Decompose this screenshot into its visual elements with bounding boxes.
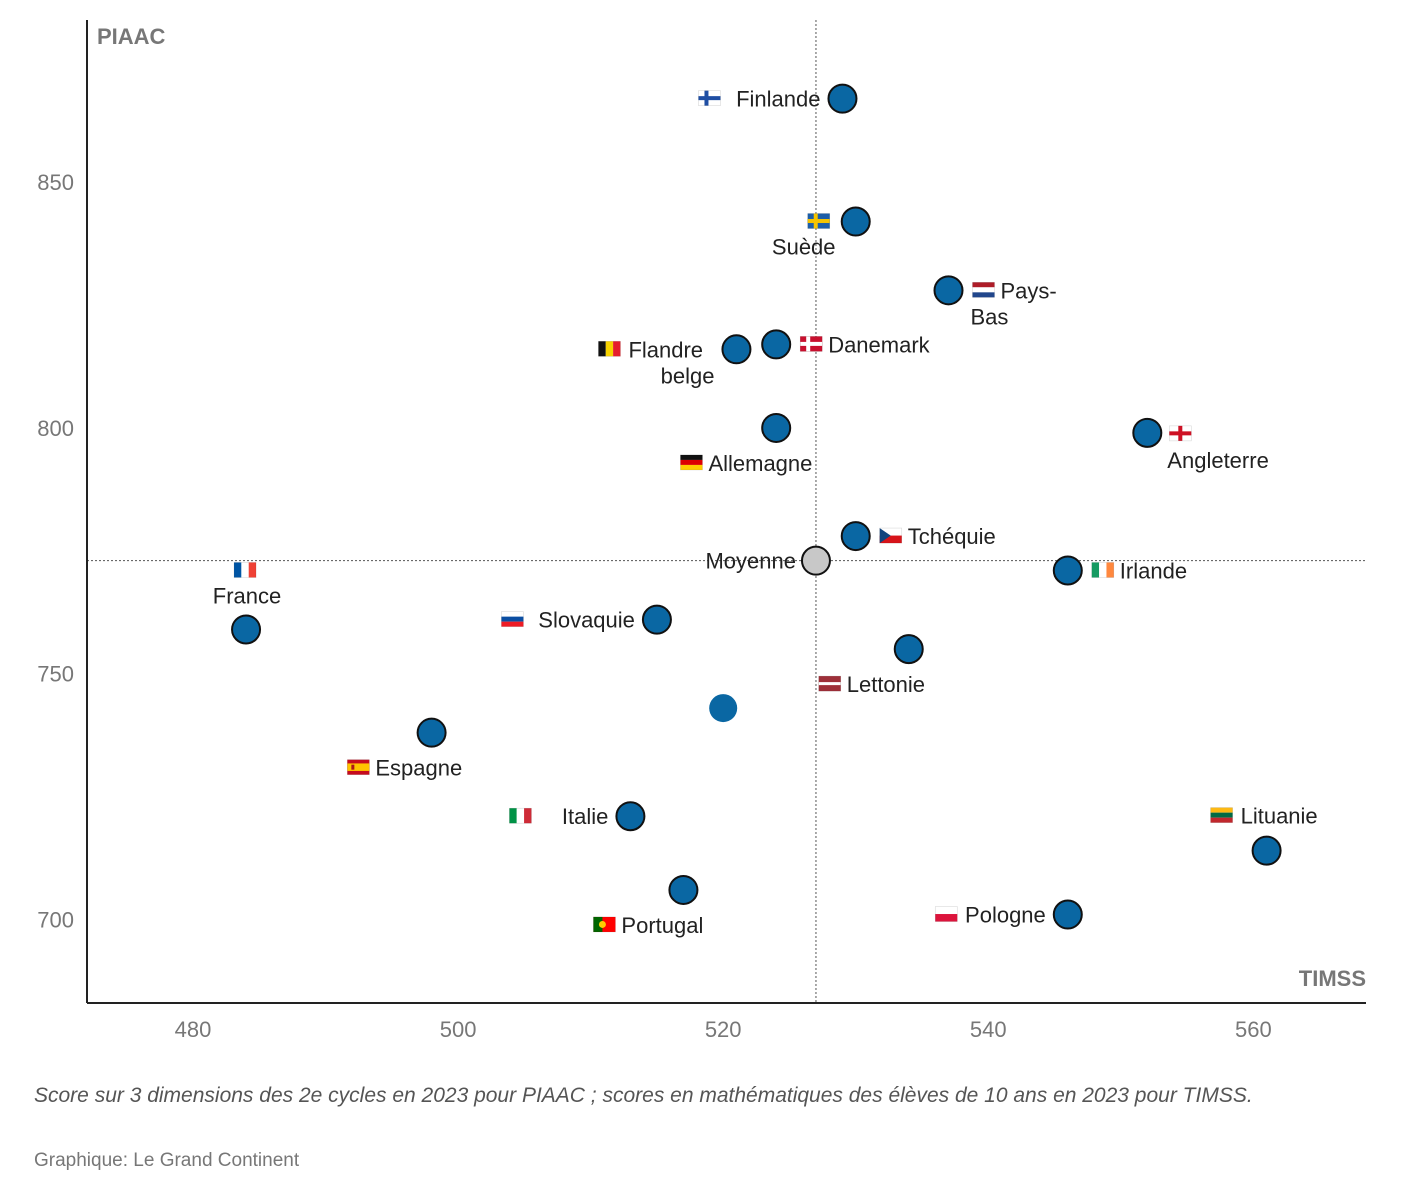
point-label: Danemark: [828, 332, 930, 357]
point-label: Allemagne: [708, 451, 812, 476]
point-label: Portugal: [621, 913, 703, 938]
data-point: [668, 874, 699, 905]
average-point: [800, 545, 831, 576]
france-flag: [233, 562, 257, 578]
y-tick-label: 750: [37, 662, 74, 687]
data-point: [893, 634, 924, 665]
x-tick-label: 500: [440, 1017, 477, 1042]
point-label: Finlande: [736, 87, 820, 112]
finland-flag: [698, 90, 721, 106]
x-tick-label: 480: [175, 1017, 212, 1042]
germany-flag: [680, 454, 703, 471]
england-flag: [1169, 425, 1192, 442]
data-point: [827, 83, 858, 114]
czechia-flag: [879, 527, 903, 544]
sweden-flag: [807, 213, 831, 229]
chart-credit: Graphique: Le Grand Continent: [34, 1150, 300, 1171]
data-point: [761, 412, 792, 443]
point-label: belge: [661, 363, 715, 388]
point-label: France: [213, 583, 281, 608]
data-point: [840, 206, 871, 237]
scatter-chart: 700 750 800 850 480 500 520 540 560 PIAAC TIMSS Fin…: [37, 20, 1366, 1042]
chart-area: 700 750 800 850 480 500 520 540 560 PIAAC TIMSS Fin…: [37, 20, 1366, 1042]
latvia-flag: [818, 675, 842, 692]
portugal-flag: [593, 916, 616, 933]
data-point: [1052, 899, 1083, 930]
poland-flag: [934, 906, 958, 922]
y-axis-title: PIAAC: [97, 24, 166, 49]
data-point: [641, 604, 672, 635]
point-label: Angleterre: [1167, 448, 1269, 473]
point-label: Suède: [772, 235, 836, 260]
data-point: [416, 717, 447, 748]
point-label: Espagne: [375, 756, 462, 781]
point-label: Lituanie: [1241, 804, 1318, 829]
chart-footnote: Score sur 3 dimensions des 2e cycles en …: [34, 1084, 1253, 1107]
data-point: [933, 275, 964, 306]
point-label: Lettonie: [847, 672, 925, 697]
lithuania-flag: [1210, 807, 1233, 823]
point-label: Pays-: [1001, 278, 1057, 303]
x-tick-label: 540: [970, 1017, 1007, 1042]
point-label: Tchéquie: [908, 524, 996, 549]
belgium-flag: [598, 341, 621, 357]
netherlands-flag: [972, 282, 995, 298]
spain-flag: [347, 759, 370, 775]
data-point: [615, 801, 646, 832]
data-point: [709, 694, 738, 723]
point-label: Moyenne: [705, 549, 796, 574]
data-point: [721, 334, 752, 365]
point-label: Slovaquie: [538, 608, 635, 633]
point-label: Flandre: [628, 337, 703, 362]
x-axis-title: TIMSS: [1299, 966, 1366, 991]
x-tick-label: 520: [705, 1017, 742, 1042]
y-tick-label: 850: [37, 170, 74, 195]
data-point: [840, 521, 871, 552]
ireland-flag: [1091, 562, 1115, 578]
data-point: [1132, 417, 1163, 448]
y-tick-label: 700: [37, 907, 74, 932]
data-point: [761, 329, 792, 360]
italy-flag: [509, 807, 532, 824]
slovakia-flag: [501, 611, 524, 627]
y-tick-label: 800: [37, 416, 74, 441]
data-point: [1052, 555, 1083, 586]
data-point: [231, 614, 262, 645]
point-label: Bas: [971, 304, 1009, 329]
x-tick-label: 560: [1235, 1017, 1272, 1042]
point-label: Irlande: [1120, 558, 1187, 583]
denmark-flag: [799, 336, 823, 352]
point-label: Pologne: [965, 903, 1046, 928]
point-label: Italie: [562, 804, 608, 829]
data-point: [1251, 835, 1282, 866]
